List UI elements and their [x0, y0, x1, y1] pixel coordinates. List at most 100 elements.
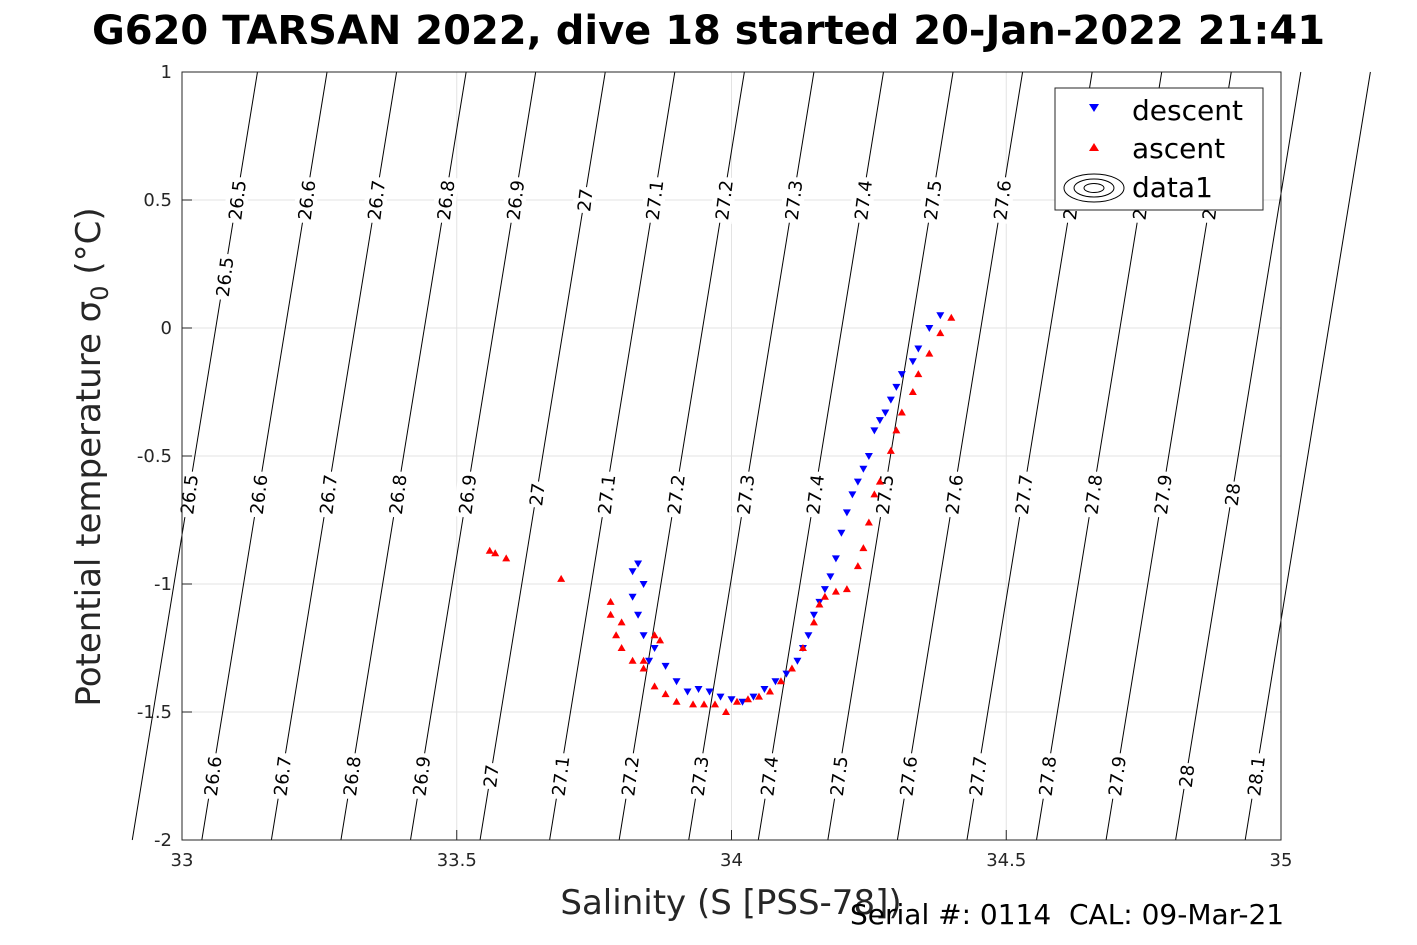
- ascent-point: [612, 631, 621, 639]
- isopycnal-label: 27.3: [779, 175, 808, 225]
- descent-point: [782, 670, 791, 678]
- isopycnal-label-text: 26.8: [340, 755, 366, 797]
- isopycnal-label: 26.6: [198, 751, 227, 801]
- ascent-point: [732, 697, 741, 705]
- isopycnal-label-text: 27.7: [1012, 473, 1038, 515]
- isopycnal-label-text: 27.4: [851, 179, 877, 221]
- descent-point: [875, 417, 884, 425]
- isopycnal-label-text: 27.8: [1081, 473, 1107, 515]
- isopycnal-label: 27.9: [1102, 751, 1131, 801]
- isopycnal-label-text: 26.6: [201, 755, 227, 797]
- descent-point: [628, 593, 637, 601]
- isopycnal-label-text: 26.9: [503, 179, 529, 221]
- descent-point: [925, 325, 934, 332]
- y-axis-label-unit: (°C): [69, 207, 109, 285]
- isopycnal-label-bg: [988, 175, 1016, 225]
- x-tick-label: 33: [171, 850, 194, 871]
- isopycnal-label: 26.9: [453, 470, 481, 519]
- isopycnal-label-bg: [779, 175, 807, 225]
- isopycnal-label: 26.9: [407, 751, 435, 801]
- isopycnal-label-bg: [407, 751, 435, 801]
- ascent-point: [936, 329, 945, 337]
- isopycnal-label-bg: [1219, 480, 1245, 509]
- ascent-point: [606, 610, 615, 618]
- isopycnal-label: 26.8: [337, 751, 366, 801]
- isopycnal-label-text: 26.6: [295, 179, 321, 221]
- descent-point: [853, 478, 862, 486]
- ascent-point: [672, 697, 681, 705]
- isopycnal-label-bg: [431, 175, 459, 225]
- y-axis-label-main: Potential temperature σ: [69, 301, 109, 707]
- x-tick-label: 33.5: [437, 850, 477, 871]
- isopycnal-label-bg: [292, 175, 320, 225]
- isopycnal-label-bg: [1102, 751, 1131, 801]
- isopycnal-label-bg: [1148, 470, 1177, 519]
- isopycnal-label-text: 27.5: [921, 179, 947, 221]
- isopycnal-label-text: 27.3: [782, 179, 808, 221]
- isopycnal-label-bg: [1079, 470, 1107, 519]
- descent-point: [683, 688, 692, 696]
- ascent-point: [656, 636, 665, 644]
- isopycnal-label-text: 27.4: [757, 755, 783, 797]
- descent-point: [897, 371, 906, 379]
- ascent-point: [908, 388, 917, 395]
- isopycnal-label: 27.4: [848, 175, 877, 225]
- legend-ascent-marker: [1089, 143, 1099, 151]
- descent-point: [908, 358, 917, 366]
- isopycnal-label-bg: [244, 470, 272, 519]
- isopycnal-label: 26.5: [222, 175, 251, 225]
- isopycnal-label: 27.2: [661, 470, 690, 519]
- isopycnal-label: 28: [1173, 761, 1199, 791]
- y-tick-label: -0.5: [137, 446, 172, 467]
- isopycnal-label: 26.7: [268, 751, 296, 801]
- isopycnal-label-bg: [615, 751, 644, 801]
- isopycnal-label: 27.8: [1079, 470, 1107, 519]
- descent-point: [881, 409, 890, 417]
- isopycnal-label-bg: [477, 761, 503, 791]
- ascent-point: [870, 490, 879, 498]
- isopycnal-label: 27.4: [754, 751, 783, 801]
- descent-point: [672, 678, 681, 686]
- isopycnal-label: 27: [571, 185, 598, 215]
- isopycnal-label-bg: [268, 751, 296, 801]
- legend-data1-label: data1: [1132, 171, 1213, 204]
- ascent-point: [700, 700, 709, 708]
- isopycnal-label: 27.7: [1009, 470, 1038, 519]
- isopycnal-label-text: 27.6: [896, 755, 922, 797]
- isopycnal-label-text: 27.1: [595, 473, 621, 515]
- y-tick-label: -1.5: [137, 702, 172, 723]
- legend-descent-label: descent: [1132, 94, 1243, 127]
- ascent-point: [809, 618, 818, 626]
- axis-ticks: 33 33.5 34 34.5 35 1 0.5 0 -0.5 -1 -1.5 -2: [137, 62, 1293, 871]
- isopycnal-label-bg: [383, 470, 411, 519]
- isopycnal-label-bg: [940, 470, 968, 519]
- chart-title: G620 TARSAN 2022, dive 18 started 20-Jan…: [91, 8, 1326, 54]
- descent-point: [892, 383, 901, 391]
- ascent-point: [859, 544, 868, 552]
- isopycnal-label-text: 27.6: [990, 179, 1016, 221]
- descent-point: [760, 685, 769, 693]
- isopycnal-label-text: 26.5: [225, 179, 251, 221]
- ascent-point: [875, 477, 884, 485]
- ascent-point: [754, 692, 763, 700]
- isopycnal-label-bg: [337, 751, 366, 801]
- descent-point: [859, 465, 868, 473]
- isopycnal-label: 27.3: [685, 751, 714, 801]
- descent-point: [738, 698, 747, 706]
- isopycnal-label-bg: [709, 175, 738, 225]
- isopycnal-label-bg: [754, 751, 783, 801]
- ascent-point: [815, 600, 824, 608]
- isopycnal-label-bg: [571, 185, 597, 215]
- ascent-point: [743, 695, 752, 703]
- descent-point: [842, 509, 851, 517]
- isopycnal-label-text: 27.8: [1036, 755, 1062, 797]
- isopycnal-label-bg: [210, 252, 238, 301]
- isopycnal-label: 26.8: [383, 470, 412, 519]
- isopycnal-label: 26.8: [431, 175, 460, 225]
- isopycnal-label-text: 26.8: [386, 473, 412, 515]
- ascent-point: [491, 549, 500, 557]
- isopycnal-label: 27.9: [1148, 470, 1177, 519]
- descent-point: [634, 560, 643, 568]
- ascent-point: [650, 682, 659, 690]
- isopycnal-label-text: 26.7: [270, 755, 296, 797]
